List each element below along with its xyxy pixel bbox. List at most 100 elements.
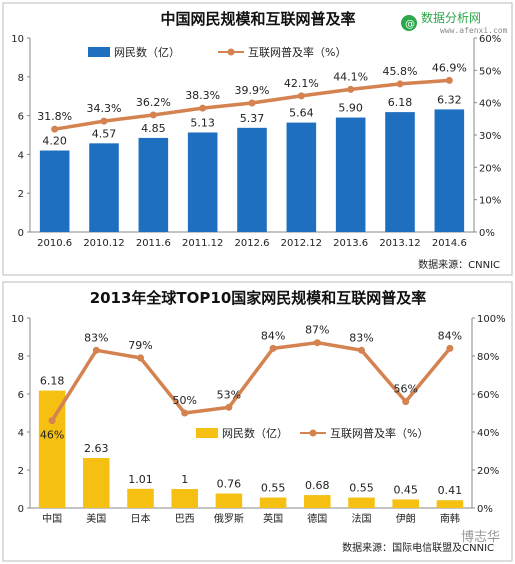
chart2-legend-line-label: 互联网普及率（%）: [330, 426, 428, 440]
chart2-legend-bar-label: 网民数（亿）: [222, 427, 288, 440]
chart2-line-point: [358, 346, 365, 354]
chart2-left-tick-label: 4: [18, 428, 24, 439]
chart1-category-label: 2012.12: [281, 238, 322, 249]
chart1-legend: 网民数（亿） 互联网普及率（%）: [88, 45, 346, 59]
chart1-line-point: [100, 117, 108, 125]
chart2-bar-label: 0.68: [305, 479, 330, 492]
chart2-bar: [259, 497, 287, 508]
chart2-right-tick-label: 0%: [477, 504, 493, 515]
chart2-category-label: 巴西: [175, 513, 195, 525]
chart2-category-label: 南韩: [440, 512, 460, 525]
chart1-line-point: [396, 80, 404, 88]
chart2-plot: 02468100%20%40%60%80%100%6.18中国2.63美国1.0…: [11, 314, 505, 525]
chart2-line-point: [446, 344, 454, 352]
chart1-category-label: 2010.6: [37, 238, 72, 249]
chart2-bar-label: 6.18: [40, 375, 65, 388]
chart2-bar: [304, 495, 331, 508]
chart2-bar-label: 0.55: [261, 482, 286, 495]
chart1-bar-label: 4.85: [141, 122, 166, 135]
chart1-bar-label: 6.32: [437, 93, 462, 106]
chart1-right-tick-label: 50%: [479, 66, 501, 77]
chart1-left-tick-label: 4: [18, 150, 24, 161]
chart2-bar: [392, 499, 419, 508]
chart2-line-label: 84%: [261, 329, 285, 342]
chart1-bar: [187, 132, 218, 232]
chart1-bar: [237, 127, 267, 232]
chart1-line-point: [347, 85, 355, 93]
chart2-bar-label: 0.45: [393, 483, 418, 496]
chart2-line-label: 84%: [438, 329, 462, 342]
logo-text: 数据分析网: [421, 10, 481, 25]
chart2-line-label: 53%: [217, 388, 241, 401]
chart2-line-point: [92, 346, 100, 354]
chart2-category-label: 美国: [86, 512, 106, 525]
chart1-bar-label: 4.20: [42, 135, 67, 148]
chart2-left-tick-label: 0: [18, 504, 24, 515]
chart1-source: 数据来源：CNNIC: [418, 258, 500, 271]
chart1-bar: [434, 109, 465, 232]
chart1-line-label: 38.3%: [185, 89, 220, 102]
chart1-legend-line-label: 互联网普及率（%）: [248, 45, 346, 59]
chart2-line-point: [225, 403, 233, 411]
chart1-bar-label: 5.13: [190, 116, 215, 129]
chart2-line-point: [269, 344, 277, 352]
chart1-bar-label: 5.37: [240, 112, 265, 125]
chart1-bar: [138, 137, 169, 232]
chart1-left-tick-label: 10: [11, 34, 24, 45]
chart1-bar: [335, 117, 366, 232]
chart1-line-label: 31.8%: [37, 110, 72, 123]
chart2-bar-label: 0.55: [349, 482, 374, 495]
chart1-category-label: 2010.12: [83, 238, 124, 249]
chart2-line-point: [181, 409, 189, 417]
chart1-panel: [2, 2, 513, 276]
chart2-right-tick-label: 60%: [477, 390, 499, 401]
chart2-bar: [83, 458, 110, 508]
chart1-category-label: 2011.6: [136, 238, 171, 249]
chart2-line-point: [402, 398, 410, 406]
chart2-category-label: 伊朗: [396, 513, 416, 525]
chart2-bar-label: 0.76: [217, 478, 242, 491]
chart2-category-label: 中国: [42, 512, 62, 525]
chart2-bar-label: 2.63: [84, 442, 109, 455]
chart2-category-label: 英国: [263, 512, 283, 525]
chart2-line-label: 56%: [393, 383, 417, 396]
logo-subtext: www.afenxi.com: [440, 26, 508, 35]
chart1-right-tick-label: 20%: [479, 163, 501, 174]
legend-bar-swatch: [88, 47, 110, 57]
chart2-bar-label: 0.41: [438, 484, 463, 497]
chart1-right-tick-label: 0%: [479, 228, 495, 239]
chart2-bar: [436, 500, 464, 508]
legend-line-marker: [227, 48, 235, 56]
chart2-right-tick-label: 20%: [477, 466, 499, 477]
chart1-bar-label: 6.18: [388, 96, 413, 109]
chart2-line-point: [137, 354, 144, 362]
chart1-line-label: 36.2%: [136, 96, 171, 109]
chart1-line-point: [297, 92, 305, 100]
chart1-right-tick-label: 10%: [479, 196, 501, 207]
chart2-category-label: 德国: [307, 512, 327, 525]
chart2-line-label: 46%: [40, 429, 64, 442]
chart1-line-label: 42.1%: [284, 77, 319, 90]
legend-bar-swatch: [196, 428, 218, 438]
chart2-bar: [348, 497, 375, 508]
chart2-left-tick-label: 2: [18, 466, 24, 477]
chart1-line-point: [248, 99, 256, 107]
chart2-legend: 网民数（亿） 互联网普及率（%）: [196, 426, 428, 440]
chart2-line-label: 83%: [349, 331, 373, 344]
watermark-text: 博志华: [461, 530, 500, 545]
chart1-title: 中国网民规模和互联网普及率: [160, 10, 355, 28]
site-logo: @ 数据分析网 www.afenxi.com: [401, 10, 508, 35]
chart1-line-point: [445, 76, 453, 84]
chart2-bar-label: 1: [181, 473, 188, 486]
chart2-left-tick-label: 8: [18, 352, 24, 363]
chart1-category-label: 2013.6: [333, 238, 368, 249]
chart1-legend-bar-label: 网民数（亿）: [114, 46, 180, 59]
legend-line-marker: [309, 429, 317, 437]
chart2-bar: [215, 493, 243, 508]
chart1-bar-label: 5.90: [338, 102, 363, 115]
chart2-line-label: 83%: [84, 331, 108, 344]
chart2-right-tick-label: 100%: [477, 314, 506, 325]
chart1-bar-label: 4.57: [92, 127, 117, 140]
chart1-bar-label: 5.64: [289, 107, 314, 120]
